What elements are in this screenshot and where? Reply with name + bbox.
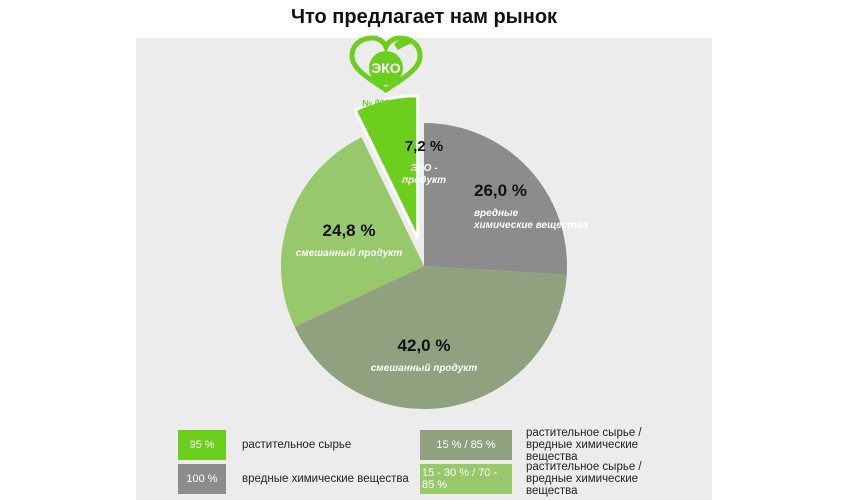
legend-label-1: растительное сырье: [242, 430, 351, 460]
legend-label-2-line-2: вредные химические вещества: [526, 439, 639, 463]
legend-swatch-text-3: 100 %: [186, 473, 218, 485]
eco-certificate-number: № 0000318: [362, 98, 410, 108]
pie-slice-3: [294, 266, 567, 410]
legend-label-4-line-1: растительное сырье /: [526, 461, 642, 473]
eco-logo-text: ЭКО: [371, 60, 401, 76]
legend-label-2-line-1: растительное сырье /: [526, 427, 642, 439]
pie-slice-2: [424, 123, 567, 275]
slice-description-3-line-1: смешанный продукт: [371, 363, 478, 374]
slice-description-4-line-1: смешанный продукт: [296, 248, 403, 259]
pie-slice-1: [353, 94, 420, 240]
eco-badge: ЭКО № 0000318: [349, 35, 423, 108]
slice-description-2-line-1: вредные: [474, 208, 519, 219]
eco-leaf-icon: [394, 39, 414, 50]
eco-heart-icon: [349, 35, 423, 94]
legend-item-3: 100 % вредные химические вещества: [178, 464, 438, 494]
slice-value-label-1: 7,2 %: [405, 138, 443, 155]
slice-value-label-2: 26,0 %: [474, 181, 527, 200]
legend-swatch-1: 95 %: [178, 430, 226, 460]
legend-item-4: 15 - 30 % / 70 - 85 % растительное сырье …: [420, 461, 680, 497]
legend-swatch-text-1: 95 %: [189, 439, 215, 451]
legend-label-3-line-1: вредные химические вещества: [242, 473, 409, 485]
slice-description-2-line-2: химические вещества: [473, 220, 588, 231]
pie-slice-4: [280, 137, 424, 327]
slice-value-label-3: 42,0 %: [398, 336, 451, 355]
legend-swatch-text-4: 15 - 30 % / 70 - 85 %: [422, 467, 498, 491]
legend-swatch-3: 100 %: [178, 464, 226, 494]
legend-swatch-text-2: 15 % / 85 %: [436, 439, 496, 451]
legend-swatch-2: 15 % / 85 %: [420, 430, 512, 460]
slice-description-1-line-2: продукт: [402, 175, 446, 186]
eco-circle: [369, 51, 403, 85]
legend-label-4-line-2: вредные химические вещества: [526, 473, 639, 497]
legend-label-1-line-1: растительное сырье: [242, 439, 352, 451]
legend-label-4: растительное сырье / вредные химические в…: [526, 461, 680, 497]
legend-swatch-4: 15 - 30 % / 70 - 85 %: [420, 464, 512, 494]
legend-item-1: 95 % растительное сырье: [178, 430, 438, 460]
legend-label-3: вредные химические вещества: [242, 464, 409, 494]
legend-label-2: растительное сырье / вредные химические в…: [526, 427, 680, 463]
chart-title: Что предлагает нам рынок: [290, 6, 558, 28]
legend-item-2: 15 % / 85 % растительное сырье / вредные х…: [420, 427, 680, 463]
slice-description-1-line-1: ЭКО -: [410, 163, 438, 174]
slice-value-label-4: 24,8 %: [323, 221, 376, 240]
